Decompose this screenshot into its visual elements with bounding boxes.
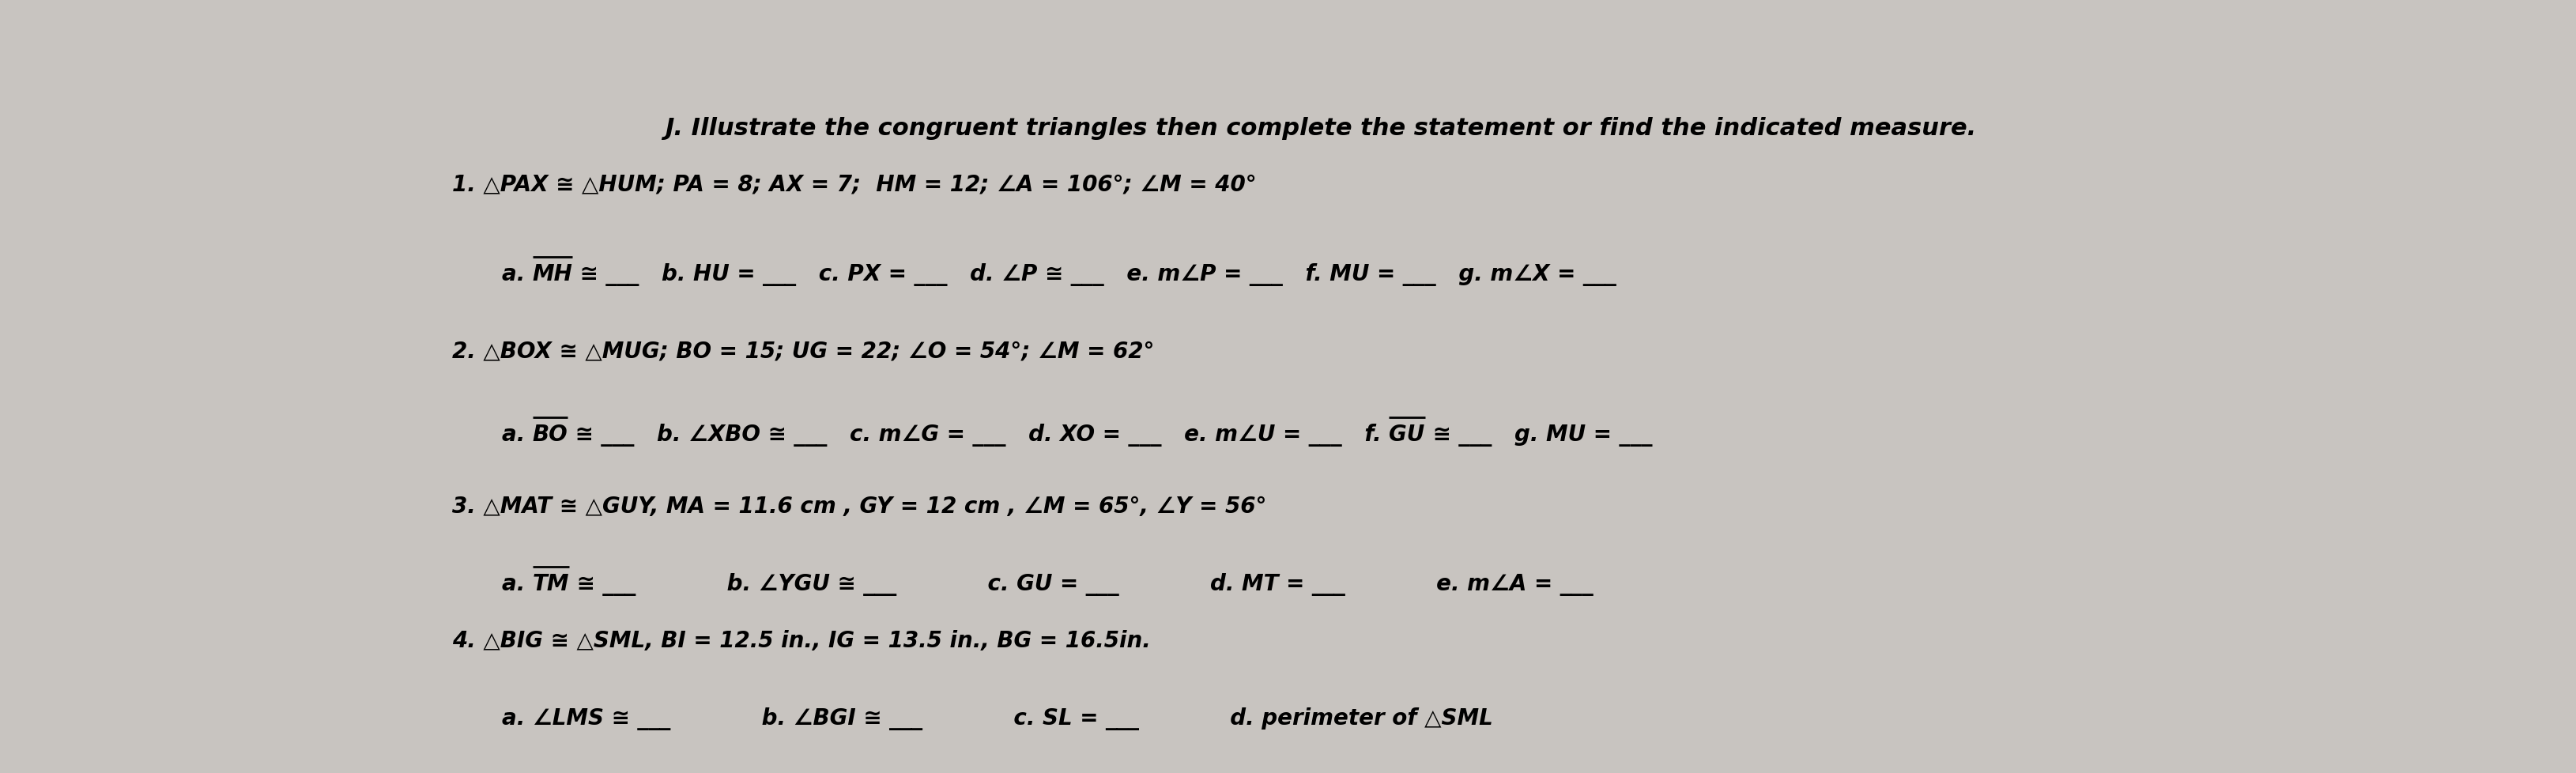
Text: 1. △PAX ≅ △HUM; PA = 8; AX = 7;  HM = 12; ∠A = 106°; ∠M = 40°: 1. △PAX ≅ △HUM; PA = 8; AX = 7; HM = 12;… xyxy=(451,174,1257,196)
Text: GU: GU xyxy=(1388,424,1425,446)
Text: MH: MH xyxy=(533,263,572,285)
Text: ≅ ___   b. ∠XBO ≅ ___   c. m∠G = ___   d. XO = ___   e. m∠U = ___   f.: ≅ ___ b. ∠XBO ≅ ___ c. m∠G = ___ d. XO =… xyxy=(567,424,1388,447)
Text: TM: TM xyxy=(533,572,569,594)
Text: ≅ ___   g. MU = ___: ≅ ___ g. MU = ___ xyxy=(1425,424,1651,447)
Text: ≅ ___   b. HU = ___   c. PX = ___   d. ∠P ≅ ___   e. m∠P = ___   f. MU = ___   g: ≅ ___ b. HU = ___ c. PX = ___ d. ∠P ≅ __… xyxy=(572,263,1618,286)
Text: 3. △MAT ≅ △GUY, MA = 11.6 cm , GY = 12 cm , ∠M = 65°, ∠Y = 56°: 3. △MAT ≅ △GUY, MA = 11.6 cm , GY = 12 c… xyxy=(451,495,1267,517)
Text: J. Illustrate the congruent triangles then complete the statement or find the in: J. Illustrate the congruent triangles th… xyxy=(665,117,1976,139)
Text: a.: a. xyxy=(502,263,533,285)
Text: a.: a. xyxy=(502,424,533,446)
Text: 2. △BOX ≅ △MUG; BO = 15; UG = 22; ∠O = 54°; ∠M = 62°: 2. △BOX ≅ △MUG; BO = 15; UG = 22; ∠O = 5… xyxy=(451,340,1154,363)
Text: ≅ ___            b. ∠YGU ≅ ___            c. GU = ___            d. MT = ___    : ≅ ___ b. ∠YGU ≅ ___ c. GU = ___ d. MT = … xyxy=(569,572,1592,595)
Text: 4. △BIG ≅ △SML, BI = 12.5 in., IG = 13.5 in., BG = 16.5in.: 4. △BIG ≅ △SML, BI = 12.5 in., IG = 13.5… xyxy=(451,629,1151,651)
Text: BO: BO xyxy=(533,424,567,446)
Text: a.: a. xyxy=(502,572,533,594)
Text: a. ∠LMS ≅ ___            b. ∠BGI ≅ ___            c. SL = ___            d. peri: a. ∠LMS ≅ ___ b. ∠BGI ≅ ___ c. SL = ___ … xyxy=(502,707,1492,729)
